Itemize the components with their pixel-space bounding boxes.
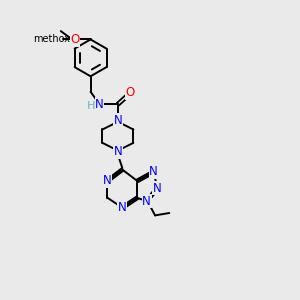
Text: O: O <box>70 33 80 46</box>
Text: N: N <box>153 182 162 194</box>
Text: N: N <box>118 201 127 214</box>
Text: N: N <box>95 98 104 111</box>
Text: N: N <box>153 182 162 194</box>
Text: N: N <box>118 201 127 214</box>
Text: N: N <box>149 166 158 178</box>
Text: N: N <box>103 174 112 188</box>
Text: H: H <box>87 101 95 111</box>
Text: O: O <box>70 33 80 46</box>
Text: N: N <box>103 174 112 188</box>
Text: H: H <box>87 101 95 111</box>
Text: N: N <box>142 195 151 208</box>
Text: O: O <box>126 86 135 99</box>
Text: N: N <box>95 98 104 111</box>
Text: N: N <box>149 166 158 178</box>
Text: N: N <box>113 114 122 127</box>
Text: N: N <box>113 114 122 127</box>
Text: N: N <box>142 195 151 208</box>
Text: N: N <box>113 145 122 158</box>
Text: N: N <box>113 145 122 158</box>
Text: methoxy: methoxy <box>33 34 76 44</box>
Text: O: O <box>126 86 135 99</box>
